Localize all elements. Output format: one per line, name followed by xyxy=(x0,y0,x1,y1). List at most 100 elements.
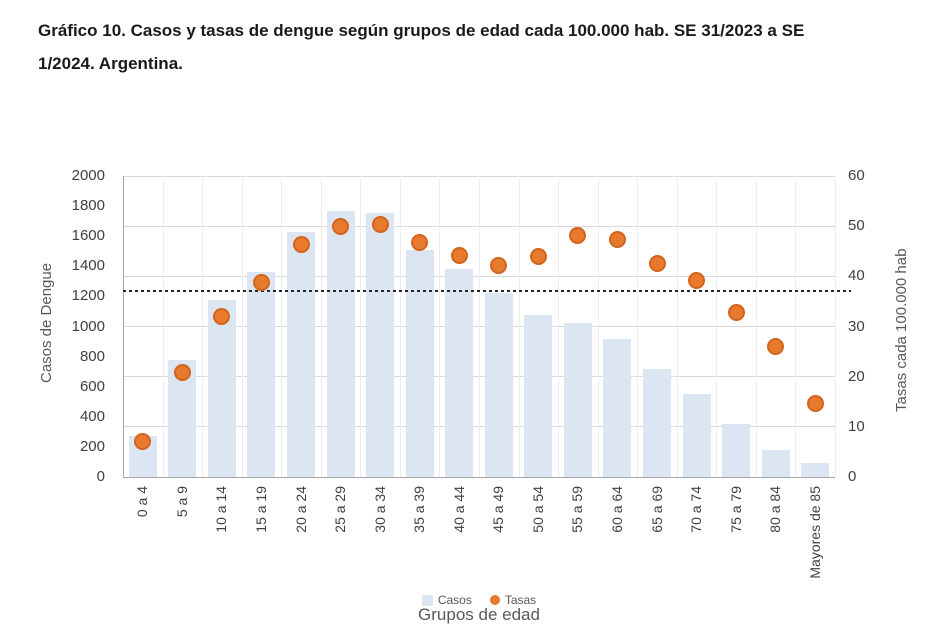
bar-casos xyxy=(207,300,236,477)
y-axis-tick-right: 20 xyxy=(848,367,865,385)
x-axis-tick-label: 50 a 54 xyxy=(529,486,546,533)
chart-title: Gráfico 10. Casos y tasas de dengue segú… xyxy=(38,14,868,80)
gridline-vertical xyxy=(597,176,599,477)
y-axis-tick-right: 0 xyxy=(848,468,857,485)
bar-casos xyxy=(484,292,513,477)
gridline-vertical xyxy=(558,176,560,477)
marker-tasas xyxy=(371,215,389,233)
chart-title-line1: Gráfico 10. Casos y tasas de dengue segú… xyxy=(38,21,805,40)
marker-tasas xyxy=(608,231,626,249)
bar-casos xyxy=(287,231,315,477)
legend-tasas-label: Tasas xyxy=(504,593,537,607)
y-axis-tick-left: 200 xyxy=(79,437,105,455)
bar-casos xyxy=(722,423,751,477)
y-axis-tick-right: 50 xyxy=(848,217,865,235)
marker-tasas xyxy=(213,307,231,325)
y-axis-tick-left: 1200 xyxy=(71,287,105,305)
x-axis-tick-label: 75 a 79 xyxy=(727,486,744,533)
x-axis-tick-label: 35 a 39 xyxy=(411,486,428,533)
y-axis-tick-left: 400 xyxy=(79,407,105,425)
x-axis-tick-label: 70 a 74 xyxy=(688,486,705,533)
bar-casos xyxy=(563,322,592,477)
legend-item-tasas: Tasas xyxy=(489,593,537,607)
bar-casos xyxy=(603,339,632,477)
marker-tasas xyxy=(134,433,152,451)
marker-tasas xyxy=(450,247,468,265)
y-axis-tick-left: 1400 xyxy=(71,257,105,275)
x-axis-tick-label: 55 a 59 xyxy=(569,486,586,533)
x-axis-tick-label: Mayores de 85 xyxy=(806,486,823,579)
bar-casos xyxy=(761,449,790,477)
chart-legend: Casos Tasas xyxy=(123,592,835,608)
marker-tasas xyxy=(727,303,745,321)
bar-casos xyxy=(682,394,711,477)
marker-tasas xyxy=(767,337,785,355)
x-axis-tick-label: 60 a 64 xyxy=(608,486,625,533)
gridline-vertical xyxy=(716,176,718,477)
right-axis-title: Tasas cada 100.000 hab xyxy=(893,248,910,412)
x-axis-tick-label: 45 a 49 xyxy=(490,486,507,533)
bar-casos xyxy=(326,211,355,477)
gridline-vertical xyxy=(795,176,797,477)
gridline-vertical xyxy=(162,176,164,477)
bar-casos xyxy=(405,249,434,477)
bar-casos xyxy=(643,368,671,477)
bar-casos xyxy=(247,272,276,477)
gridline-vertical xyxy=(479,176,480,477)
marker-tasas xyxy=(490,257,508,275)
marker-tasas xyxy=(648,254,666,272)
y-axis-tick-left: 600 xyxy=(79,377,105,395)
y-axis-tick-right: 60 xyxy=(848,167,865,184)
bar-casos xyxy=(801,463,830,477)
marker-tasas xyxy=(688,271,706,289)
legend-item-casos: Casos xyxy=(421,593,472,607)
y-axis-tick-right: 30 xyxy=(848,317,865,335)
y-axis-tick-right: 40 xyxy=(848,267,865,285)
x-axis-tick-label: 25 a 29 xyxy=(332,486,349,533)
marker-tasas xyxy=(252,273,270,291)
gridline-vertical xyxy=(439,176,441,477)
x-axis-title: Grupos de edad xyxy=(418,605,540,624)
x-axis-tick-label: 10 a 14 xyxy=(213,486,230,533)
tasas-marker-icon xyxy=(489,595,500,605)
gridline-vertical xyxy=(281,176,283,477)
x-axis-tick-label: 40 a 44 xyxy=(450,486,467,533)
x-axis-tick-label: 30 a 34 xyxy=(371,486,388,533)
y-axis-tick-left: 1800 xyxy=(71,197,105,215)
y-axis-line xyxy=(123,176,124,477)
marker-tasas xyxy=(411,234,429,252)
gridline-vertical xyxy=(320,176,322,477)
legend-casos-label: Casos xyxy=(437,593,472,607)
gridline-vertical xyxy=(755,176,757,477)
y-axis-tick-left: 1000 xyxy=(71,317,105,335)
x-axis-tick-label: 0 a 4 xyxy=(134,486,151,518)
x-axis-tick-label: 20 a 24 xyxy=(292,486,309,533)
y-axis-tick-left: 2000 xyxy=(71,167,105,184)
marker-tasas xyxy=(569,227,587,245)
x-axis-tick-label: 80 a 84 xyxy=(767,486,784,533)
y-axis-tick-left: 800 xyxy=(79,347,105,365)
gridline-vertical xyxy=(241,176,243,477)
gridline-vertical xyxy=(676,176,678,477)
x-axis-tick-label: 15 a 19 xyxy=(252,486,269,533)
bar-casos xyxy=(366,212,395,477)
x-axis-line xyxy=(123,477,835,478)
chart-title-line2: 1/2024. Argentina. xyxy=(38,54,183,73)
gridline-vertical xyxy=(399,176,401,477)
gridline-vertical xyxy=(360,176,362,477)
marker-tasas xyxy=(332,218,350,236)
y-axis-tick-left: 1600 xyxy=(71,227,105,245)
left-axis-title: Casos de Dengue xyxy=(38,262,55,383)
marker-tasas xyxy=(806,394,824,412)
y-axis-tick-left: 0 xyxy=(96,468,105,485)
y-axis-tick-right: 10 xyxy=(848,417,865,435)
gridline-vertical xyxy=(835,176,836,477)
gridline-vertical xyxy=(202,176,204,477)
marker-tasas xyxy=(173,363,191,381)
gridline-vertical xyxy=(637,176,639,477)
casos-swatch-icon xyxy=(421,594,433,606)
x-axis-tick-label: 5 a 9 xyxy=(173,486,190,518)
marker-tasas xyxy=(529,247,547,265)
bar-casos xyxy=(445,269,474,477)
